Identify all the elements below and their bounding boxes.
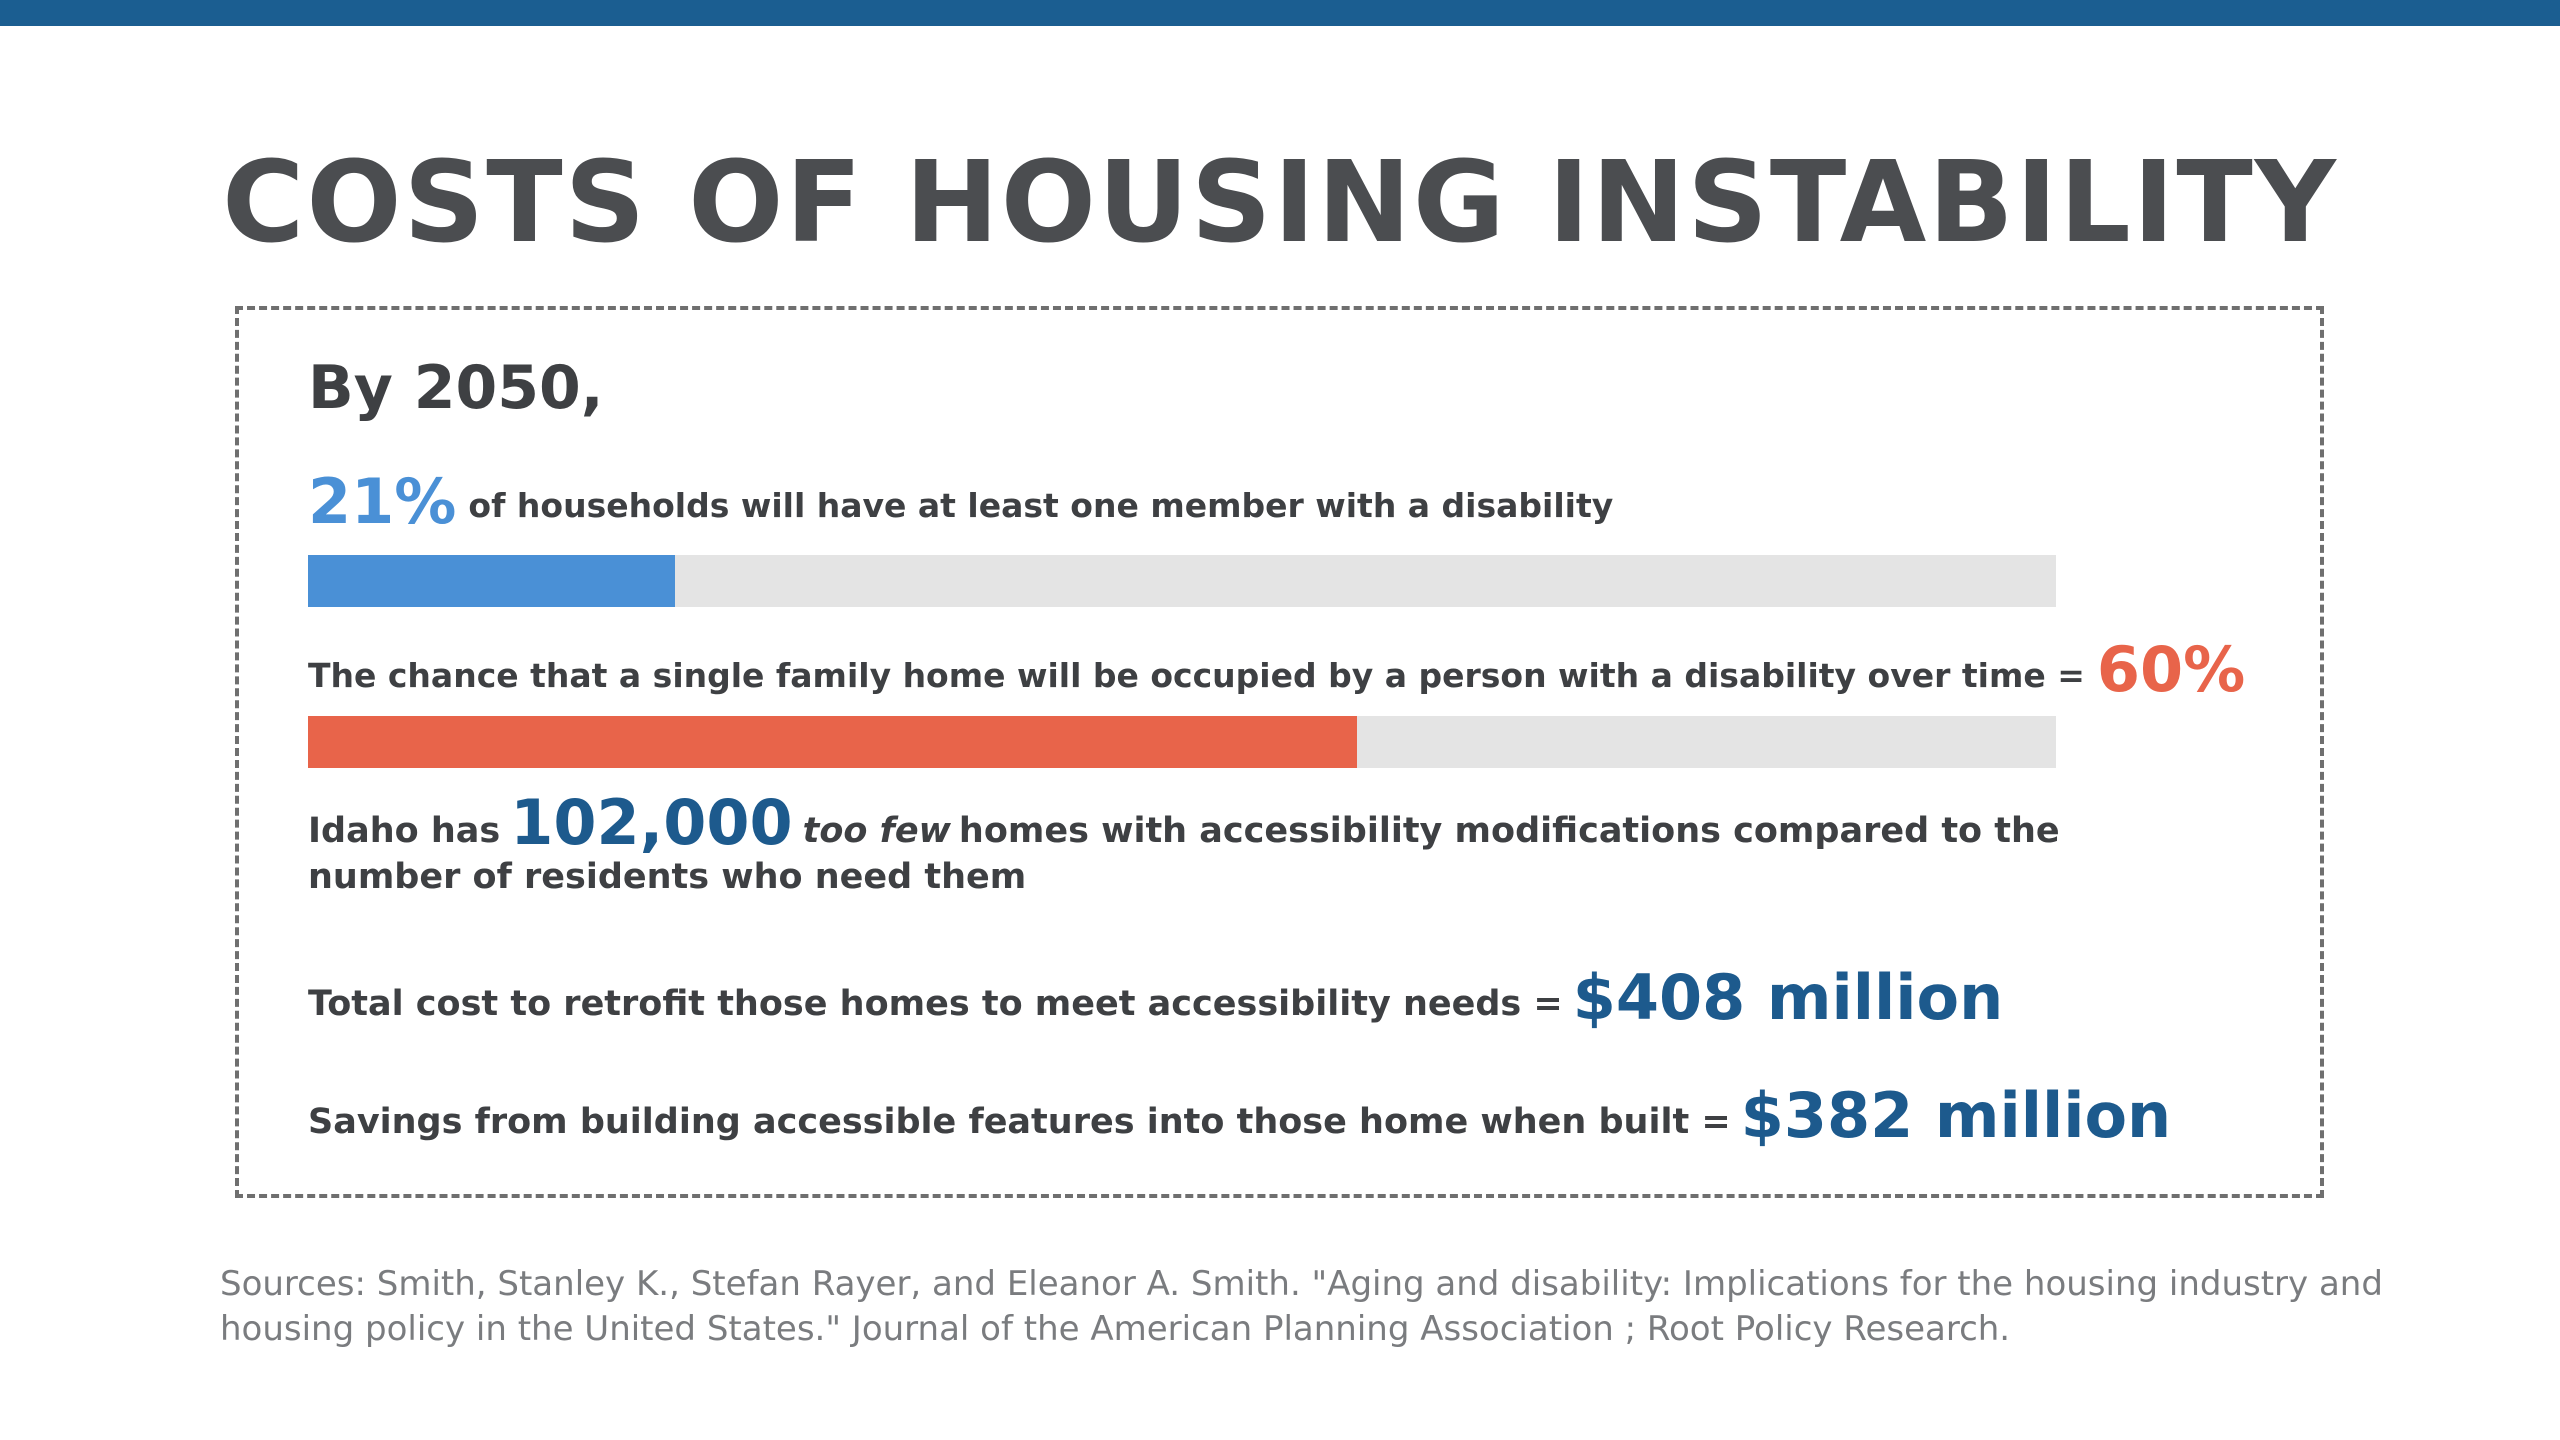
stat-savings-text: Savings from building accessible feature…: [308, 1102, 1731, 1142]
stat-idaho-emphasis: too few: [802, 811, 951, 851]
progress-bar-home-occupied-fill: [308, 716, 1357, 768]
top-accent-bar: [0, 0, 2560, 26]
intro-heading: By 2050,: [308, 353, 604, 423]
stat-retrofit-cost: Total cost to retrofit those homes to me…: [308, 958, 2003, 1044]
progress-bar-households-fill: [308, 555, 676, 607]
progress-bar-households: [308, 555, 2056, 607]
stat-retrofit-text: Total cost to retrofit those homes to me…: [308, 984, 1563, 1024]
stat-savings: Savings from building accessible feature…: [308, 1076, 2171, 1162]
stat-retrofit-value: $408 million: [1572, 961, 2004, 1034]
stat-idaho-text: homes with accessibility modifications c…: [308, 811, 2060, 897]
stat-households-text: of households will have at least one mem…: [468, 486, 1614, 525]
stat-idaho-prefix: Idaho has: [308, 811, 501, 851]
stat-households-value: 21%: [308, 465, 457, 538]
stat-home-occupied-text: The chance that a single family home wil…: [308, 656, 2085, 695]
stat-households-disability: 21% of households will have at least one …: [308, 462, 1613, 546]
stat-home-occupied: The chance that a single family home wil…: [308, 630, 2245, 716]
stat-home-occupied-value: 60%: [2096, 633, 2246, 706]
stat-idaho-homes: Idaho has 102,000 too few homes with access…: [308, 792, 2088, 900]
stats-card: [235, 306, 2324, 1198]
stat-savings-value: $382 million: [1740, 1079, 2172, 1152]
stat-idaho-value: 102,000: [510, 786, 793, 859]
page-title: COSTS OF HOUSING INSTABILITY: [222, 138, 2338, 268]
sources-citation: Sources: Smith, Stanley K., Stefan Rayer…: [220, 1264, 2383, 1349]
progress-bar-home-occupied: [308, 716, 2056, 768]
